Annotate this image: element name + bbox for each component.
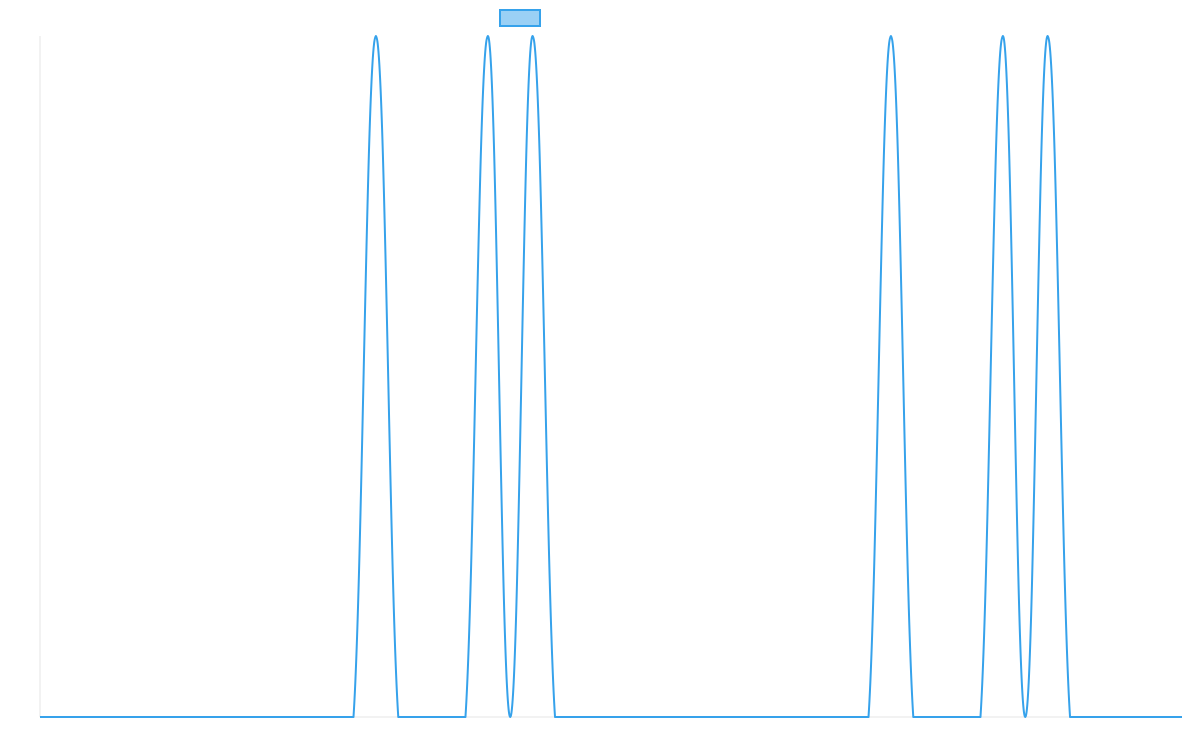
legend[interactable]: [499, 9, 541, 27]
axes: [39, 36, 1182, 718]
series-line-0: [39, 35, 1182, 719]
series-layer: [39, 35, 1182, 719]
legend-swatch[interactable]: [499, 9, 541, 27]
